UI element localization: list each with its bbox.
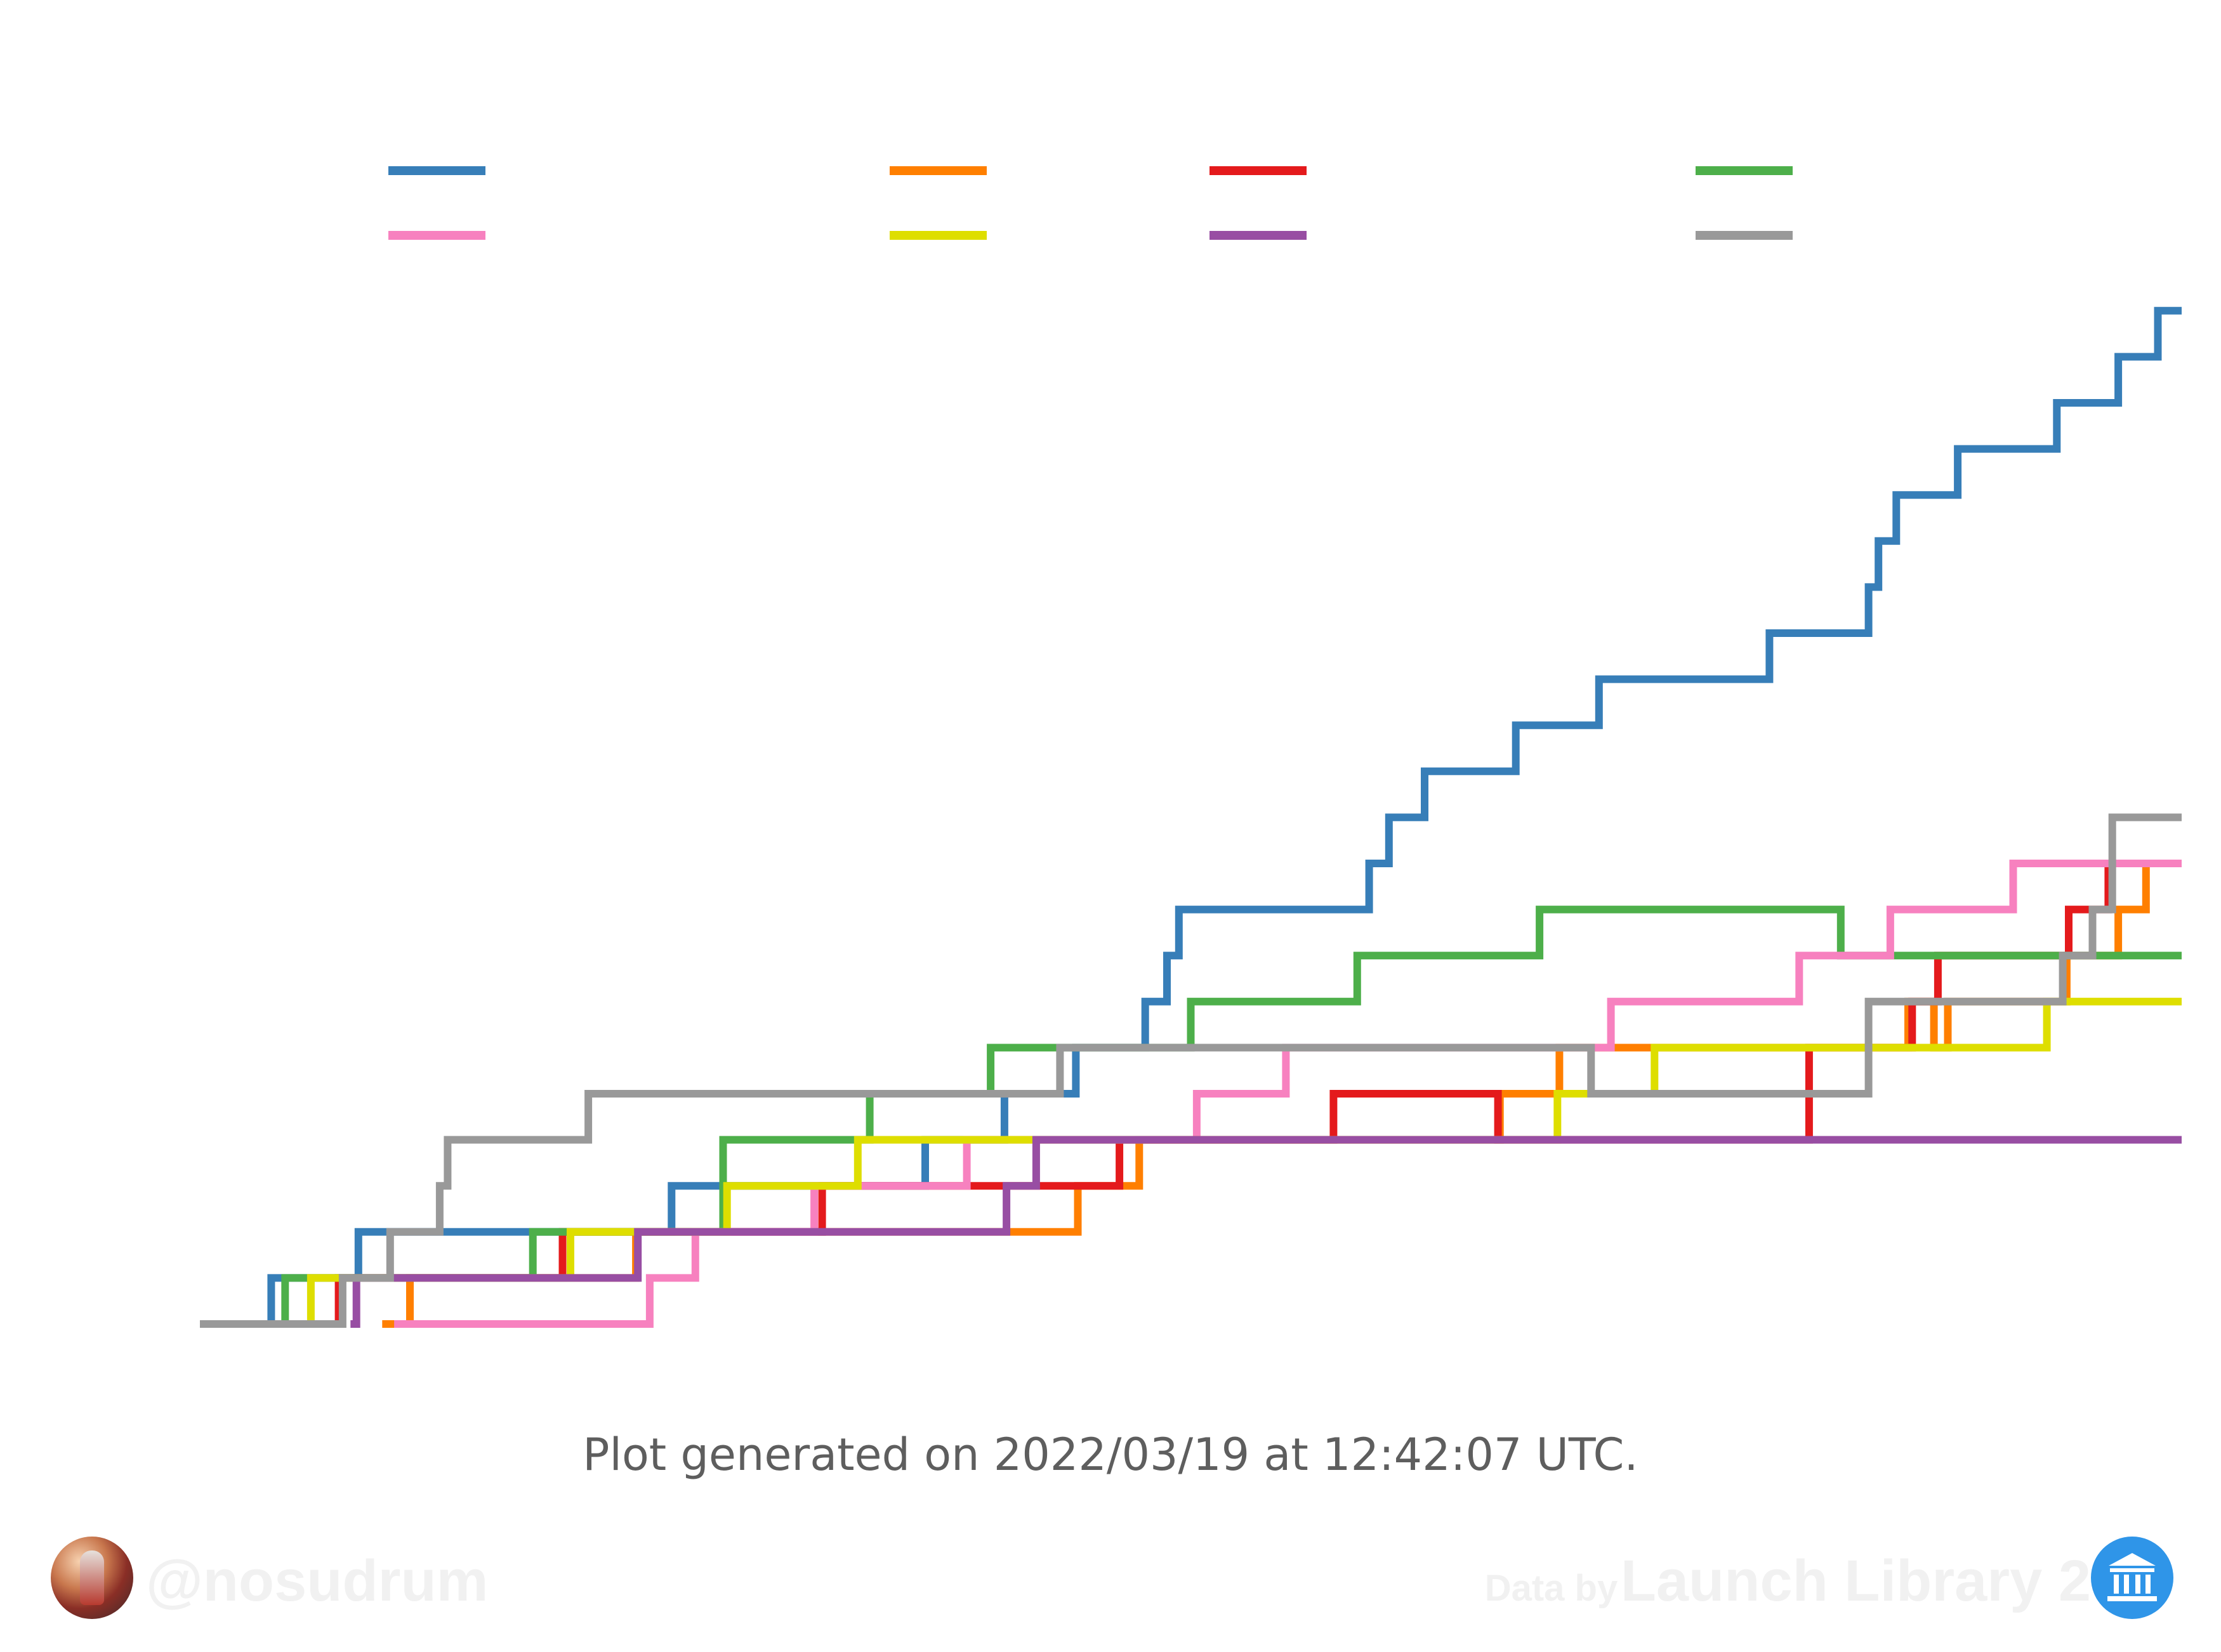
series-line-5	[394, 860, 2182, 1328]
author-handle[interactable]: @nosudrum	[146, 1549, 489, 1613]
library-building-glyph	[2107, 1553, 2157, 1601]
astronaut-avatar-icon	[51, 1537, 133, 1619]
data-source-name[interactable]: Launch Library 2	[1620, 1549, 2091, 1613]
astronaut-figure	[80, 1550, 104, 1605]
library-building-icon	[2091, 1537, 2173, 1619]
series-line-8	[200, 813, 2182, 1328]
generated-caption: Plot generated on 2022/03/19 at 12:42:07…	[583, 1429, 1638, 1481]
data-by-label: Data by	[1484, 1568, 1618, 1609]
series-line-4	[279, 905, 2182, 1328]
series-line-7	[350, 1136, 2182, 1328]
series-line-1	[267, 306, 2182, 1328]
plot-area	[200, 306, 2182, 1328]
series-line-3	[333, 860, 2182, 1328]
legend	[388, 166, 1793, 240]
data-credit: Data by Launch Library 2	[1485, 1548, 2091, 1615]
